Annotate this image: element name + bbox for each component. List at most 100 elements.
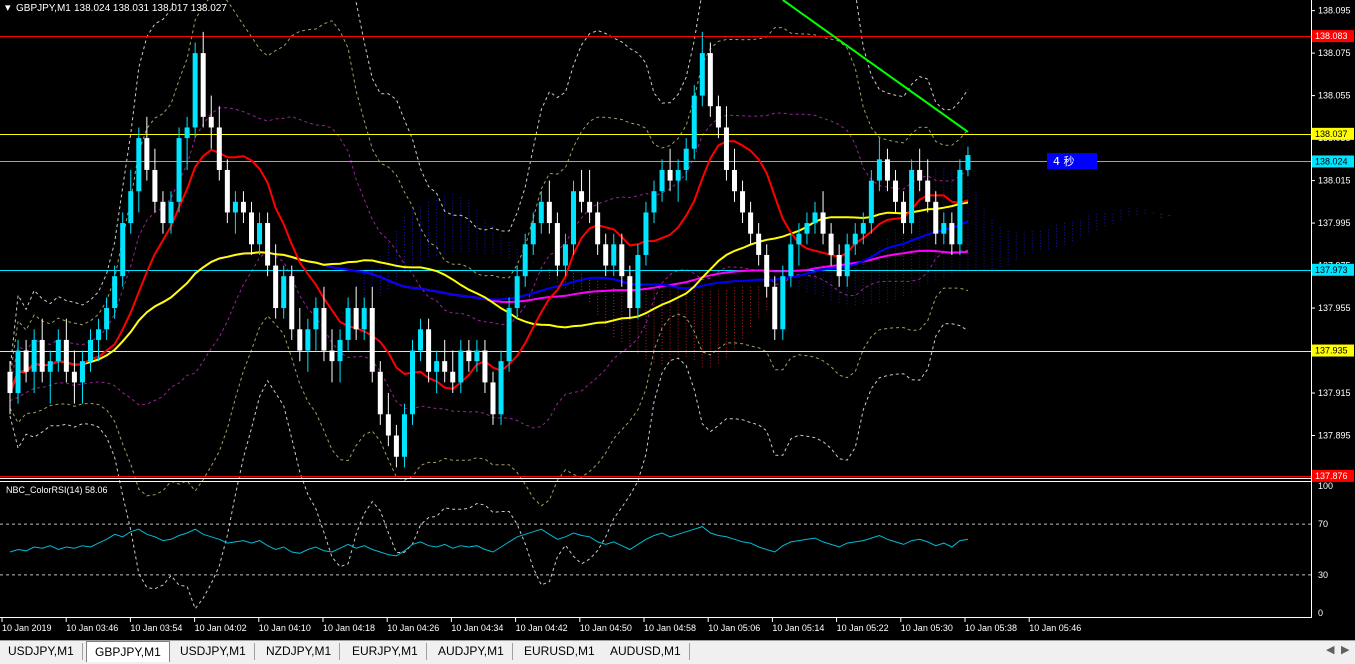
candle[interactable]	[667, 148, 673, 192]
candle[interactable]	[249, 201, 254, 255]
candle[interactable]	[418, 318, 424, 362]
candle[interactable]	[611, 233, 617, 277]
candle[interactable]	[659, 159, 665, 202]
candle[interactable]	[796, 223, 802, 266]
symbol-tab[interactable]: AUDUSD,M1	[602, 643, 690, 660]
candle[interactable]	[522, 233, 528, 287]
candle[interactable]	[764, 244, 770, 298]
candle[interactable]	[345, 297, 351, 351]
candle[interactable]	[732, 148, 737, 202]
candle[interactable]	[699, 31, 705, 107]
candle[interactable]	[957, 159, 963, 255]
candle[interactable]	[740, 180, 746, 224]
candle[interactable]	[281, 265, 287, 319]
candle[interactable]	[603, 233, 609, 277]
candle[interactable]	[901, 191, 907, 234]
candle[interactable]	[385, 393, 391, 447]
candle[interactable]	[401, 403, 407, 468]
candles[interactable]	[7, 31, 971, 468]
symbol-tab[interactable]: GBPJPY,M1	[86, 641, 170, 662]
candle[interactable]	[868, 169, 874, 234]
candle[interactable]	[273, 244, 279, 319]
candle[interactable]	[7, 361, 13, 415]
candle[interactable]	[104, 297, 110, 340]
candle[interactable]	[571, 180, 576, 255]
candle[interactable]	[538, 191, 544, 234]
candle[interactable]	[120, 212, 126, 287]
candle[interactable]	[297, 308, 303, 362]
candle[interactable]	[893, 169, 898, 213]
candle[interactable]	[79, 350, 85, 404]
candle[interactable]	[184, 116, 190, 170]
candle[interactable]	[595, 201, 601, 255]
candle[interactable]	[619, 233, 625, 287]
candle[interactable]	[434, 350, 440, 394]
candle[interactable]	[232, 191, 238, 234]
candle[interactable]	[144, 116, 150, 181]
candle[interactable]	[587, 169, 593, 224]
candle[interactable]	[160, 191, 166, 234]
candle[interactable]	[168, 191, 174, 234]
candle[interactable]	[208, 95, 214, 149]
candle[interactable]	[643, 201, 649, 266]
candle[interactable]	[353, 286, 359, 340]
candle[interactable]	[925, 159, 931, 213]
candle[interactable]	[466, 339, 472, 372]
candle[interactable]	[224, 159, 230, 224]
candle[interactable]	[128, 169, 134, 234]
candle[interactable]	[88, 329, 93, 372]
candle[interactable]	[23, 339, 29, 383]
candle[interactable]	[498, 350, 504, 425]
candle[interactable]	[941, 212, 947, 245]
candle[interactable]	[31, 329, 37, 394]
candle[interactable]	[804, 212, 810, 245]
candle[interactable]	[554, 212, 560, 277]
candle[interactable]	[265, 212, 271, 277]
candle[interactable]	[216, 106, 222, 181]
candle[interactable]	[836, 244, 842, 287]
candle[interactable]	[47, 350, 53, 404]
candle[interactable]	[96, 318, 102, 362]
symbol-tab[interactable]: EURUSD,M1	[516, 643, 604, 660]
candle[interactable]	[844, 233, 850, 287]
candle[interactable]	[200, 31, 206, 128]
candle[interactable]	[884, 148, 890, 192]
candle[interactable]	[756, 223, 762, 266]
chart-canvas[interactable]: 138.095138.075138.055138.035138.015137.9…	[0, 0, 1355, 640]
candle[interactable]	[715, 95, 721, 139]
candle[interactable]	[71, 350, 77, 404]
candle[interactable]	[112, 265, 118, 319]
candle[interactable]	[949, 212, 955, 255]
candle[interactable]	[289, 265, 295, 340]
candle[interactable]	[377, 361, 383, 425]
candle[interactable]	[55, 329, 61, 372]
candle[interactable]	[426, 318, 432, 383]
candle[interactable]	[39, 318, 45, 383]
candle[interactable]	[651, 180, 657, 224]
candle[interactable]	[450, 350, 456, 394]
candle[interactable]	[562, 233, 568, 277]
chart-caret-icon[interactable]: ▾	[5, 2, 11, 14]
candle[interactable]	[965, 146, 971, 177]
candle[interactable]	[458, 339, 464, 394]
candle[interactable]	[933, 191, 939, 245]
candle[interactable]	[474, 339, 480, 372]
candle[interactable]	[482, 339, 488, 394]
scroll-left-icon[interactable]: ◀	[1326, 644, 1335, 656]
candle[interactable]	[860, 212, 866, 245]
candle[interactable]	[530, 212, 536, 255]
candle[interactable]	[546, 180, 552, 234]
candle[interactable]	[917, 148, 923, 192]
candle[interactable]	[369, 286, 375, 383]
candle[interactable]	[321, 286, 327, 362]
candle[interactable]	[393, 424, 399, 468]
candle[interactable]	[337, 329, 343, 383]
candle[interactable]	[780, 265, 786, 340]
candle[interactable]	[442, 339, 448, 383]
candle[interactable]	[63, 318, 69, 383]
symbol-tab[interactable]: NZDJPY,M1	[258, 643, 341, 660]
candle[interactable]	[627, 265, 633, 319]
candle[interactable]	[136, 127, 142, 213]
symbol-tab[interactable]: USDJPY,M1	[172, 643, 255, 660]
candle[interactable]	[313, 297, 319, 351]
